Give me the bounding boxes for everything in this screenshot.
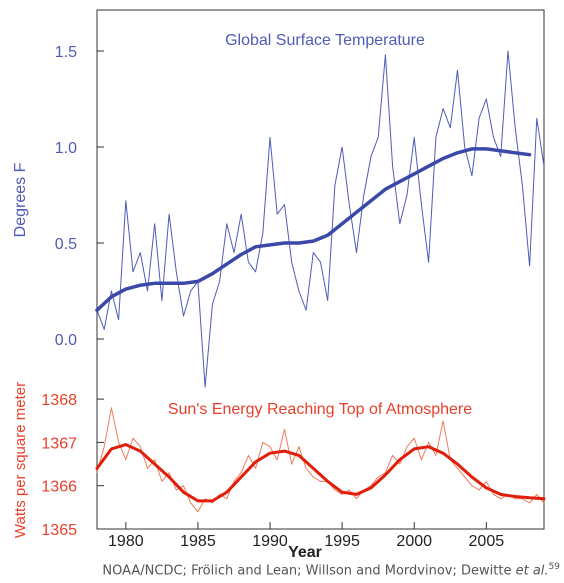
temperature-y-tick-label: 0.0 (55, 332, 77, 349)
solar-y-ticks: 1365 1366 1367 1368 (41, 392, 104, 539)
temperature-y-ticks: 0.0 0.5 1.0 1.5 (55, 44, 104, 349)
temperature-title: Global Surface Temperature (225, 32, 425, 49)
climate-solar-chart: 0.00.51.01.5 Global Surface Temperature … (12, 9, 546, 560)
solar-y-tick-label: 1365 (41, 522, 77, 539)
temperature-y-tick-label: 1.0 (55, 140, 77, 157)
solar-y-axis-label: Watts per square meter (12, 382, 29, 538)
temperature-y-tick-label: 1.5 (55, 44, 77, 61)
x-axis-label: Year (288, 544, 322, 560)
x-tick-label: 1985 (180, 533, 216, 550)
caption-italic: et al. (515, 563, 549, 579)
solar-title: Sun's Energy Reaching Top of Atmosphere (168, 401, 472, 418)
solar-y-tick-label: 1368 (41, 392, 77, 409)
x-axis-ticks: 1980 1985 1990 1995 2000 2005 (108, 522, 504, 550)
x-tick-label: 2000 (396, 533, 432, 550)
x-tick-label: 2005 (469, 533, 505, 550)
x-tick-label: 1980 (108, 533, 144, 550)
temperature-trend-line (95, 147, 532, 312)
plot-frame (96, 9, 545, 530)
x-tick-label: 1995 (324, 533, 360, 550)
x-tick-label: 1990 (252, 533, 288, 550)
temperature-y-axis-label: Degrees F (12, 162, 29, 237)
solar-daily-line (96, 407, 545, 513)
caption-reference: 59 (548, 562, 560, 572)
temperature-monthly-line (96, 50, 545, 388)
solar-trend-line (95, 443, 546, 503)
solar-y-tick-label: 1367 (41, 435, 77, 452)
solar-y-tick-label: 1366 (41, 479, 77, 496)
temperature-y-tick-label: 0.5 (55, 236, 77, 253)
source-caption: NOAA/NCDC; Frölich and Lean; Willson and… (0, 562, 560, 578)
caption-text: NOAA/NCDC; Frölich and Lean; Willson and… (102, 563, 516, 579)
